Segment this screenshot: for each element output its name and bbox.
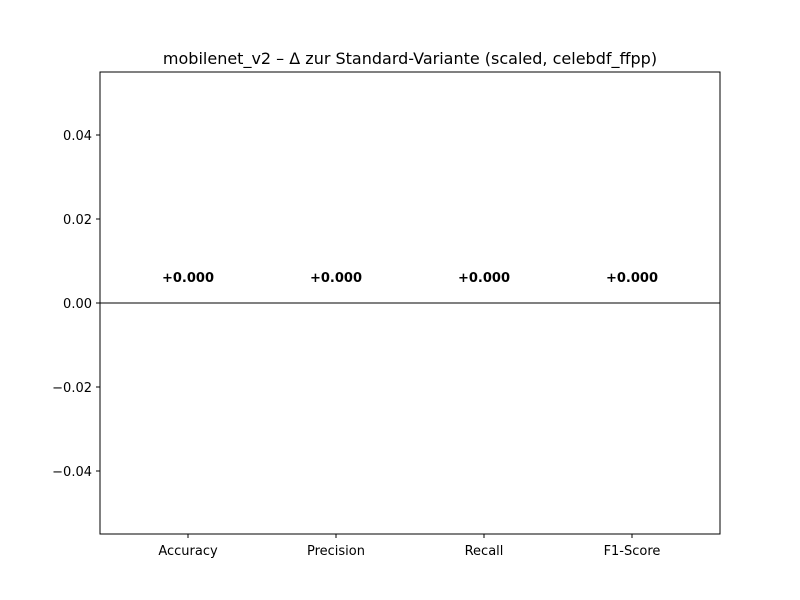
x-tick-label: Accuracy — [158, 544, 218, 559]
data-labels-layer: +0.000 +0.000 +0.000 +0.000 — [162, 271, 658, 286]
y-tick-label: 0.02 — [63, 213, 92, 228]
y-axis: −0.04 −0.02 0.00 0.02 0.04 — [52, 129, 100, 480]
x-tick-label: Precision — [307, 544, 365, 559]
data-label: +0.000 — [458, 271, 510, 286]
chart-title: mobilenet_v2 – Δ zur Standard-Variante (… — [163, 49, 657, 69]
data-label: +0.000 — [162, 271, 214, 286]
y-tick-label: 0.04 — [63, 129, 92, 144]
x-tick-label: Recall — [465, 544, 504, 559]
data-label: +0.000 — [606, 271, 658, 286]
x-axis: Accuracy Precision Recall F1-Score — [158, 534, 660, 559]
y-tick-label: −0.04 — [52, 465, 92, 480]
y-tick-label: −0.02 — [52, 381, 92, 396]
y-tick-label: 0.00 — [63, 297, 92, 312]
data-label: +0.000 — [310, 271, 362, 286]
x-tick-label: F1-Score — [604, 544, 661, 559]
